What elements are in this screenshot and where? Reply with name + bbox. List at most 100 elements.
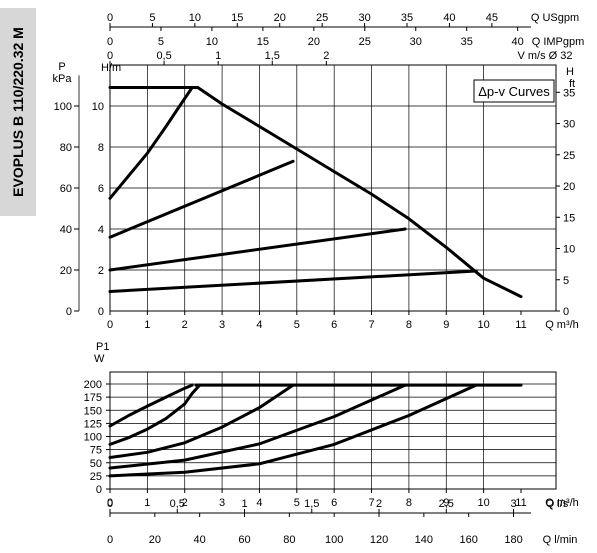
y-far-left-tick-label: 100 — [54, 101, 72, 113]
y-far-left-tick-label: 60 — [60, 183, 72, 195]
usgpm-tick-label: 10 — [189, 12, 201, 24]
x-tick-label: 4 — [256, 497, 262, 509]
usgpm-tick-label: 0 — [107, 12, 113, 24]
usgpm-tick-label: 45 — [486, 12, 498, 24]
x-tick-label: 8 — [406, 319, 412, 331]
x-tick-label: 4 — [256, 319, 262, 331]
y-right-tick-label: 15 — [563, 212, 575, 224]
plot-frame — [109, 64, 557, 312]
impgpm-tick-label: 10 — [206, 36, 218, 48]
y-left-tick-label: 10 — [92, 101, 104, 113]
y-tick-label: 25 — [90, 471, 102, 483]
velocity-tick-label: 0 — [107, 50, 113, 62]
y-right-tick-label: 20 — [563, 181, 575, 193]
impgpm-axis-label: Q IMPgpm — [532, 36, 585, 48]
velocity-axis-label: V m/s Ø 32 — [517, 50, 572, 62]
ls-tick-label: 0 — [107, 498, 113, 510]
y-tick-label: 100 — [84, 432, 102, 444]
power-curve-2 — [108, 383, 295, 459]
impgpm-tick-label: 30 — [410, 36, 422, 48]
impgpm-tick-label: 40 — [512, 36, 524, 48]
power-curve-3 — [108, 383, 407, 470]
x-tick-label: 1 — [144, 497, 150, 509]
curve-line-5 — [108, 269, 478, 293]
lmin-tick-label: 40 — [194, 534, 206, 546]
lmin-tick-label: 80 — [283, 534, 295, 546]
x-tick-label: 11 — [515, 497, 526, 509]
legend: Δp-v Curves — [473, 79, 555, 103]
y-tick-label: 200 — [84, 379, 102, 391]
x-tick-label: 8 — [406, 497, 412, 509]
y-right-tick-label: 5 — [563, 275, 569, 287]
y-left-tick-label: 8 — [98, 142, 104, 154]
velocity-tick-label: 1,5 — [265, 50, 280, 62]
velocity-tick-label: 0,5 — [156, 50, 171, 62]
usgpm-axis-label: Q USgpm — [531, 12, 579, 24]
x-tick-label: 0 — [107, 497, 113, 509]
x-tick-label: 3 — [219, 497, 225, 509]
lmin-tick-label: 100 — [325, 534, 343, 546]
y-tick-label: 75 — [90, 445, 102, 457]
power-curve-0 — [108, 383, 194, 428]
y-left-tick-label: 2 — [98, 265, 104, 277]
usgpm-tick-label: 20 — [274, 12, 286, 24]
head-chart: 0 1 2 3 4 5 6 7 8 9 10 11 Q m³/h0246810H/m0204060801… — [53, 12, 585, 331]
usgpm-tick-label: 40 — [443, 12, 455, 24]
y-far-left-tick-label: 0 — [66, 306, 72, 318]
lmin-tick-label: 20 — [149, 534, 161, 546]
curve-line-2 — [196, 86, 523, 299]
x-tick-label: 7 — [368, 497, 374, 509]
impgpm-tick-label: 20 — [308, 36, 320, 48]
x-tick-label: 6 — [331, 497, 337, 509]
usgpm-tick-label: 35 — [401, 12, 413, 24]
curve-line-0 — [108, 86, 194, 200]
impgpm-tick-label: 0 — [107, 36, 113, 48]
ls-tick-label: 3 — [510, 498, 516, 510]
x-tick-label: 9 — [443, 497, 449, 509]
x-tick-label: 7 — [368, 319, 374, 331]
usgpm-tick-label: 30 — [358, 12, 370, 24]
y-tick-label: 50 — [90, 458, 102, 470]
legend-label: Δp-v Curves — [478, 84, 550, 99]
lmin-tick-label: 140 — [415, 534, 433, 546]
y-far-left-tick-label: 20 — [60, 265, 72, 277]
lmin-tick-label: 120 — [370, 534, 388, 546]
power-curve-4 — [108, 383, 478, 478]
ls-tick-label: 2 — [376, 498, 382, 510]
y-far-left-tick-label: 80 — [60, 142, 72, 154]
lmin-tick-label: 180 — [504, 534, 522, 546]
velocity-tick-label: 2 — [323, 50, 329, 62]
impgpm-tick-label: 5 — [158, 36, 164, 48]
usgpm-tick-label: 5 — [149, 12, 155, 24]
y-right-label: H — [566, 66, 574, 78]
y-tick-label: 0 — [96, 484, 102, 496]
y-tick-label: 150 — [84, 405, 102, 417]
y-right-tick-label: 0 — [563, 306, 569, 318]
y-left-tick-label: 0 — [98, 306, 104, 318]
y-right-tick-label: 30 — [563, 119, 575, 131]
lmin-axis-label: Q l/min — [543, 534, 578, 546]
y-left-tick-label: 4 — [98, 224, 104, 236]
y-far-left-unit: kPa — [53, 73, 73, 85]
y-right-tick-label: 35 — [563, 87, 575, 99]
curve-line-3 — [108, 159, 295, 239]
x-tick-label: 0 — [107, 319, 113, 331]
y-right-unit: ft — [569, 78, 575, 90]
impgpm-tick-label: 35 — [461, 36, 473, 48]
plot-frame — [109, 371, 557, 490]
x-axis-label: Q m³/h — [545, 497, 579, 509]
x-tick-label: 2 — [182, 497, 188, 509]
model-title-band: EVOPLUS B 110/220.32 M — [0, 8, 36, 216]
y-axis-unit: W — [94, 353, 105, 365]
power-curve-1 — [108, 383, 202, 446]
x-axis-label: Q m³/h — [545, 319, 579, 331]
y-right-tick-label: 10 — [563, 244, 575, 256]
y-left-axis-label: H/m — [101, 62, 121, 74]
x-tick-label: 11 — [515, 319, 526, 331]
ls-tick-label: 2,5 — [439, 498, 454, 510]
y-tick-label: 125 — [84, 418, 102, 430]
x-tick-label: 5 — [294, 497, 300, 509]
velocity-tick-label: 1 — [215, 50, 221, 62]
